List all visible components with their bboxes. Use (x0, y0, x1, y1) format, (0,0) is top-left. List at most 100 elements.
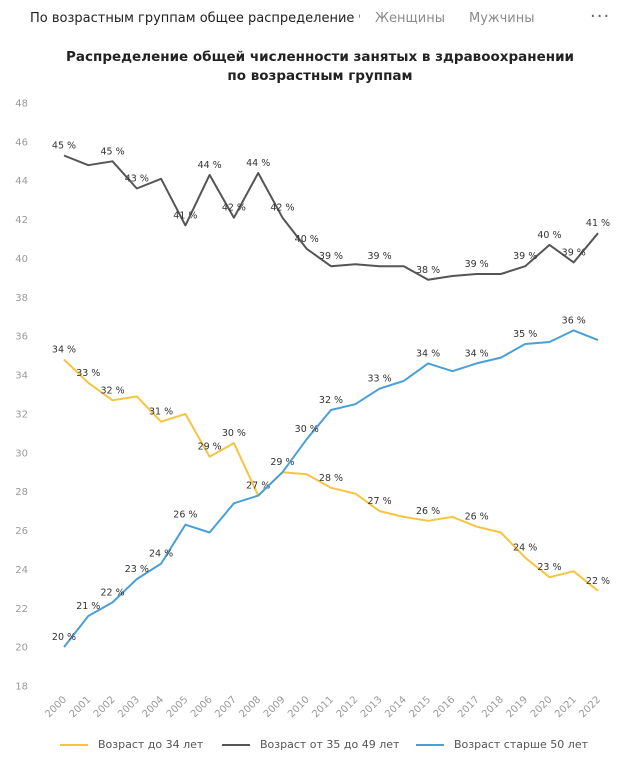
data-label: 27 % (246, 481, 270, 492)
data-label: 45 % (100, 146, 124, 157)
legend-label: Возраст от 35 до 49 лет (260, 738, 400, 751)
x-tick-label: 2010 (286, 694, 312, 720)
data-label: 32 % (100, 385, 124, 396)
data-label: 24 % (149, 549, 173, 560)
y-tick-label: 32 (15, 409, 28, 420)
legend: Возраст до 34 лет Возраст от 35 до 49 ле… (0, 738, 637, 758)
x-tick-label: 2015 (407, 694, 433, 720)
legend-swatch (60, 743, 88, 746)
data-label: 43 % (125, 174, 149, 185)
data-label: 23 % (537, 562, 561, 573)
data-label: 30 % (295, 424, 319, 435)
y-tick-label: 38 (15, 293, 28, 304)
data-label: 38 % (416, 265, 440, 276)
x-tick-label: 2017 (456, 694, 482, 720)
y-tick-label: 48 (15, 99, 28, 110)
y-tick-label: 28 (15, 487, 28, 498)
y-tick-label: 44 (15, 176, 28, 187)
legend-item-under-34[interactable]: Возраст до 34 лет (60, 738, 203, 751)
x-tick-label: 2004 (140, 694, 166, 720)
data-label: 35 % (513, 329, 537, 340)
data-label: 29 % (270, 457, 294, 468)
data-label: 21 % (76, 601, 100, 612)
data-label: 42 % (270, 203, 294, 214)
data-label: 24 % (513, 543, 537, 554)
legend-swatch (416, 743, 444, 746)
x-tick-label: 2008 (238, 694, 264, 720)
x-tick-label: 2007 (213, 694, 239, 720)
data-label: 23 % (125, 564, 149, 575)
data-label: 27 % (367, 496, 391, 507)
legend-label: Возраст до 34 лет (98, 738, 204, 751)
y-tick-label: 40 (15, 254, 28, 265)
x-tick-label: 2001 (68, 694, 94, 720)
tab-bar: По возрастным группам общее распределени… (0, 0, 637, 40)
series-line-2 (63, 154, 599, 281)
data-label: 39 % (367, 251, 391, 262)
x-tick-label: 2014 (383, 694, 409, 720)
y-tick-label: 36 (15, 332, 28, 343)
data-label: 29 % (198, 442, 222, 453)
data-label: 26 % (416, 506, 440, 517)
legend-item-35-49[interactable]: Возраст от 35 до 49 лет (222, 738, 399, 751)
y-tick-label: 22 (15, 604, 28, 615)
x-tick-label: 2005 (165, 694, 191, 720)
more-icon[interactable]: ··· (590, 6, 611, 27)
y-tick-label: 30 (15, 448, 28, 459)
data-label: 34 % (416, 348, 440, 359)
x-tick-label: 2013 (359, 694, 385, 720)
y-tick-label: 26 (15, 526, 28, 537)
y-tick-label: 24 (15, 565, 28, 576)
data-label: 41 % (173, 210, 197, 221)
series-line-1 (63, 358, 599, 592)
data-label: 30 % (222, 428, 246, 439)
data-label: 40 % (295, 234, 319, 245)
data-label: 39 % (319, 251, 343, 262)
data-label: 34 % (52, 345, 76, 356)
y-tick-label: 20 (15, 643, 28, 654)
x-tick-label: 2021 (553, 694, 579, 720)
data-label: 39 % (513, 251, 537, 262)
data-label: 45 % (52, 140, 76, 151)
x-tick-label: 2018 (480, 694, 506, 720)
data-label: 32 % (319, 395, 343, 406)
data-label: 26 % (465, 512, 489, 523)
series-line-3 (63, 329, 599, 648)
data-label: 44 % (198, 160, 222, 171)
x-tick-label: 2012 (335, 694, 361, 720)
tab-women[interactable]: Женщины (375, 11, 445, 26)
legend-swatch (222, 743, 250, 746)
legend-item-over-50[interactable]: Возраст старше 50 лет (416, 738, 588, 751)
data-label: 39 % (465, 259, 489, 270)
data-label: 36 % (562, 315, 586, 326)
tab-age-groups[interactable]: По возрастным группам общее распределени… (30, 11, 360, 26)
y-tick-label: 42 (15, 215, 28, 226)
data-label: 28 % (319, 473, 343, 484)
x-tick-label: 2000 (43, 694, 69, 720)
y-tick-label: 18 (15, 682, 28, 693)
x-tick-label: 2003 (116, 694, 142, 720)
data-label: 31 % (149, 407, 173, 418)
data-label: 22 % (586, 576, 610, 587)
tab-men[interactable]: Мужчины (469, 11, 535, 26)
x-tick-label: 2020 (529, 694, 555, 720)
x-tick-label: 2011 (310, 694, 336, 720)
data-label: 22 % (100, 587, 124, 598)
x-tick-label: 2009 (262, 694, 288, 720)
x-tick-label: 2006 (189, 694, 215, 720)
data-label: 42 % (222, 203, 246, 214)
data-label: 33 % (76, 368, 100, 379)
chart-title: Распределение общей численности занятых … (66, 49, 574, 84)
data-label: 39 % (562, 247, 586, 258)
x-tick-label: 2016 (432, 694, 458, 720)
data-label: 34 % (465, 348, 489, 359)
y-tick-label: 34 (15, 371, 28, 382)
data-label: 40 % (537, 230, 561, 241)
x-tick-label: 2019 (505, 694, 531, 720)
data-label: 20 % (52, 632, 76, 643)
x-tick-label: 2002 (92, 694, 118, 720)
data-label: 44 % (246, 158, 270, 169)
data-label: 41 % (586, 218, 610, 229)
legend-label: Возраст старше 50 лет (454, 738, 589, 751)
